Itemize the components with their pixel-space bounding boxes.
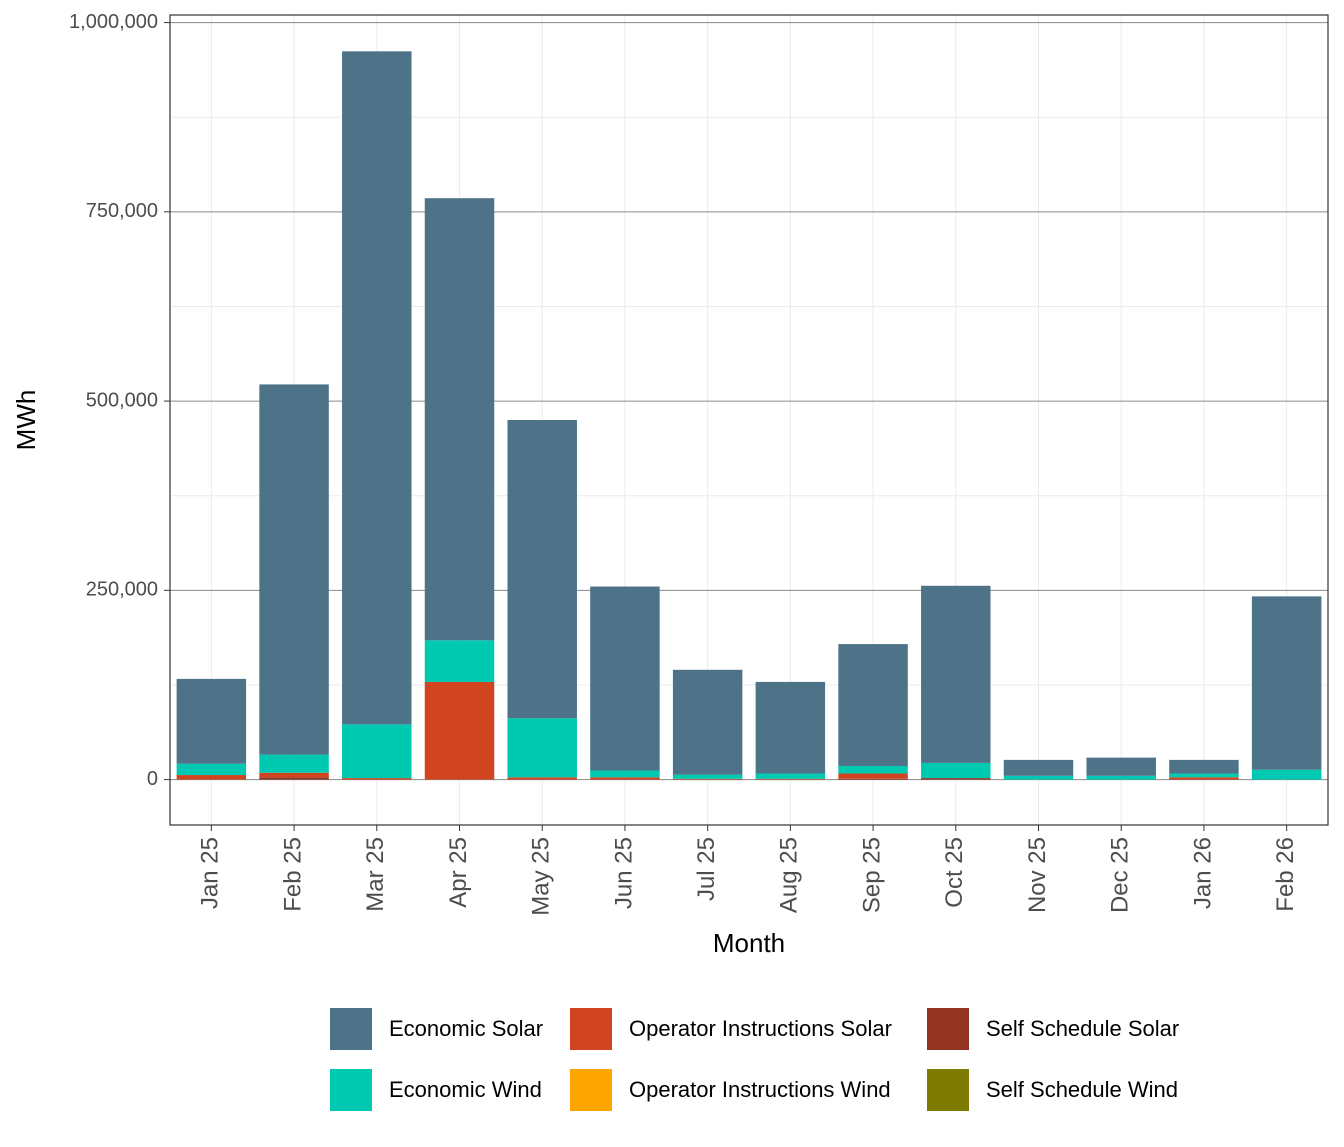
- bar-segment: [1169, 777, 1239, 780]
- bar-segment: [755, 778, 826, 780]
- y-tick-label: 0: [147, 768, 158, 790]
- bar-segment: [921, 585, 991, 763]
- bar-segment: [590, 777, 660, 780]
- x-tick-label: Nov 25: [1024, 837, 1051, 913]
- bar-segment: [755, 773, 826, 779]
- bar-segment: [590, 586, 660, 771]
- bar-segment: [342, 778, 412, 780]
- bar-segment: [921, 778, 991, 780]
- bar-segment: [507, 718, 577, 778]
- bar-segment: [838, 765, 908, 774]
- bar-segment: [176, 775, 247, 780]
- bar-segment: [259, 777, 329, 780]
- bar-segment: [672, 774, 743, 779]
- legend-key: [330, 1069, 372, 1111]
- legend-label: Operator Instructions Solar: [629, 1016, 892, 1041]
- legend-key: [330, 1008, 372, 1050]
- x-tick-label: Mar 25: [362, 837, 389, 912]
- y-tick-label: 500,000: [86, 389, 158, 411]
- x-tick-label: Jan 25: [197, 837, 224, 909]
- x-tick-label: Jun 25: [610, 837, 637, 909]
- y-axis-title: MWh: [11, 390, 41, 451]
- x-tick-label: Sep 25: [858, 837, 885, 913]
- bar-segment: [755, 681, 826, 774]
- legend-label: Self Schedule Wind: [986, 1077, 1178, 1102]
- bar-segment: [1251, 596, 1322, 770]
- x-tick-label: Feb 26: [1272, 837, 1299, 912]
- bar-segment: [590, 770, 660, 778]
- x-tick-label: Aug 25: [776, 837, 803, 913]
- bar-segment: [1251, 769, 1322, 780]
- bar-segment: [342, 724, 412, 779]
- bar-segment: [424, 681, 495, 780]
- legend-label: Self Schedule Solar: [986, 1016, 1179, 1041]
- x-tick-label: Jul 25: [693, 837, 720, 901]
- bar-segment: [176, 763, 247, 776]
- bar-segment: [838, 773, 908, 779]
- y-tick-label: 750,000: [86, 200, 158, 222]
- bar-segment: [507, 420, 577, 719]
- legend-label: Economic Wind: [389, 1077, 542, 1102]
- bar-segment: [424, 198, 495, 641]
- legend-key: [570, 1069, 612, 1111]
- legend-label: Operator Instructions Wind: [629, 1077, 891, 1102]
- bar-segment: [1086, 775, 1156, 780]
- plot-border: [169, 14, 1329, 826]
- bar-segment: [424, 640, 495, 682]
- bar-segment: [507, 777, 577, 780]
- x-tick-label: Oct 25: [941, 837, 968, 908]
- bar-segment: [1086, 757, 1156, 776]
- x-tick-label: Apr 25: [445, 837, 472, 908]
- y-tick-label: 250,000: [86, 579, 158, 601]
- bar-segment: [1003, 775, 1074, 780]
- bar-segment: [838, 644, 908, 766]
- legend-key: [570, 1008, 612, 1050]
- bar-segment: [672, 669, 743, 775]
- bar-segment: [342, 51, 412, 725]
- bar-segment: [259, 772, 329, 778]
- x-axis-title: Month: [713, 928, 785, 958]
- x-tick-label: Dec 25: [1107, 837, 1134, 913]
- bar-segment: [259, 384, 329, 755]
- bar-segment: [921, 762, 991, 779]
- bar-segment: [1169, 759, 1239, 774]
- bar-segment: [176, 678, 247, 764]
- x-tick-label: May 25: [528, 837, 555, 916]
- bar-segment: [1169, 773, 1239, 778]
- y-tick-label: 1,000,000: [69, 11, 158, 33]
- legend-key: [927, 1008, 969, 1050]
- bar-segment: [838, 778, 908, 780]
- legend-key: [927, 1069, 969, 1111]
- x-tick-label: Feb 25: [279, 837, 306, 912]
- legend-label: Economic Solar: [389, 1016, 543, 1041]
- x-tick-label: Jan 26: [1189, 837, 1216, 909]
- bar-segment: [259, 754, 329, 773]
- bar-segment: [1003, 759, 1074, 776]
- bar-segment: [672, 778, 743, 780]
